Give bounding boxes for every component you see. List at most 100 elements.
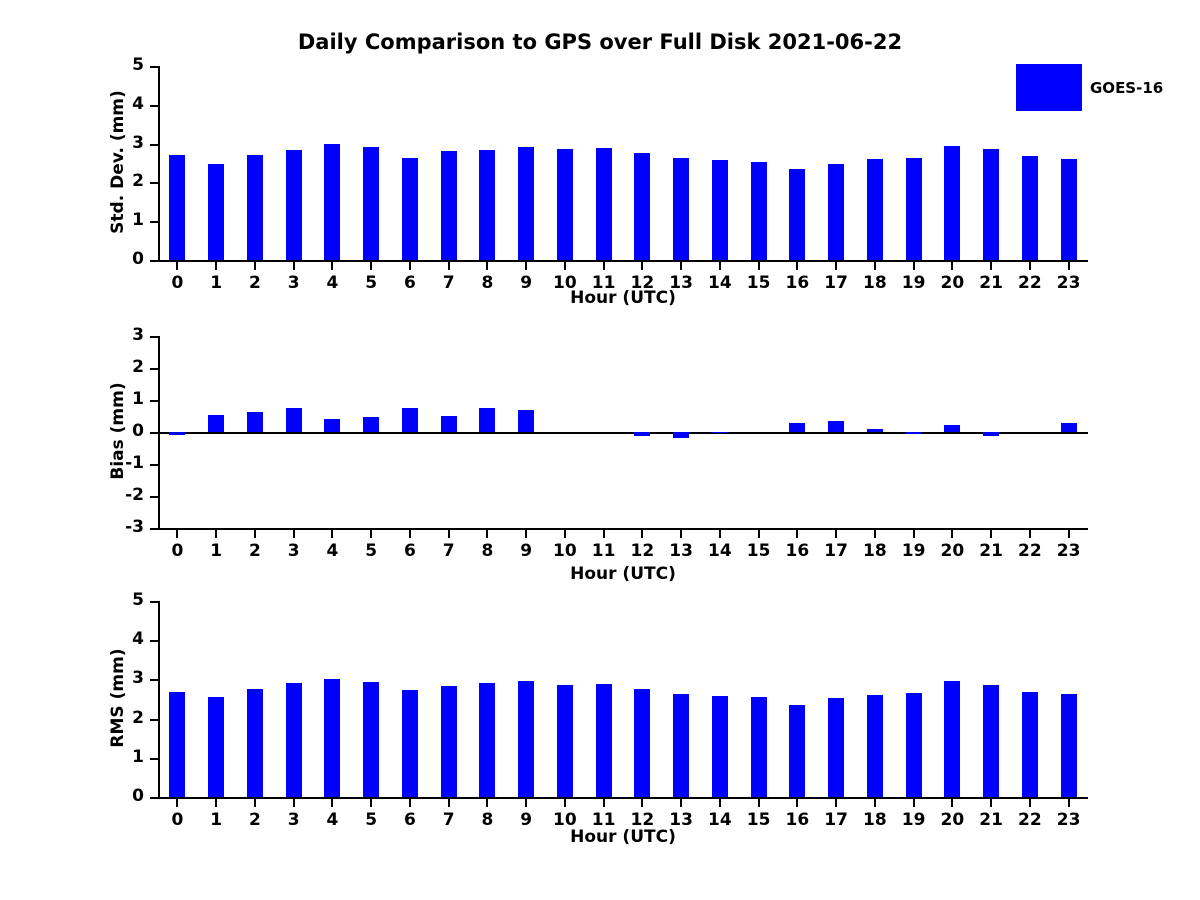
x-tick-bias-13 [680, 530, 683, 538]
x-axis-label-std-dev: Hour (UTC) [570, 288, 676, 308]
x-tick-std-dev-19 [912, 262, 915, 270]
bar [944, 145, 961, 260]
x-tick-bias-4 [331, 530, 334, 538]
x-tick-std-dev-13 [680, 262, 683, 270]
x-tick-label-std-dev-19: 19 [901, 273, 926, 293]
x-tick-std-dev-7 [447, 262, 450, 270]
x-tick-std-dev-8 [486, 262, 489, 270]
y-tick-rms-5 [150, 601, 159, 603]
x-tick-label-bias-8: 8 [481, 541, 494, 561]
x-axis-line [158, 528, 1088, 530]
bar [401, 157, 418, 260]
bar [983, 432, 1000, 437]
x-tick-rms-11 [602, 799, 605, 807]
bar [711, 696, 728, 797]
x-tick-bias-21 [990, 530, 993, 538]
x-tick-std-dev-10 [563, 262, 566, 270]
x-tick-bias-9 [525, 530, 528, 538]
bar [518, 147, 535, 260]
y-tick-rms-1 [150, 757, 159, 760]
x-tick-label-bias-17: 17 [824, 541, 848, 561]
y-tick-std-dev-3 [150, 143, 159, 146]
x-tick-rms-8 [486, 799, 489, 807]
y-tick-rms-3 [150, 679, 159, 682]
x-tick-label-rms-14: 14 [708, 810, 732, 830]
x-tick-label-std-dev-20: 20 [940, 273, 965, 293]
x-tick-std-dev-12 [641, 262, 644, 270]
bar [944, 424, 961, 432]
bar [866, 158, 883, 260]
x-tick-rms-18 [873, 799, 876, 807]
x-tick-bias-7 [447, 530, 450, 538]
x-tick-label-bias-13: 13 [669, 541, 693, 561]
y-tick-label-bias-0: 0 [132, 421, 144, 441]
x-tick-label-rms-23: 23 [1056, 810, 1081, 830]
x-tick-std-dev-22 [1028, 262, 1031, 270]
bar [208, 697, 225, 797]
x-tick-bias-3 [292, 530, 295, 538]
bar [983, 149, 1000, 260]
x-tick-label-rms-20: 20 [940, 810, 965, 830]
x-tick-label-rms-18: 18 [863, 810, 887, 830]
bar [750, 161, 767, 260]
x-tick-bias-14 [718, 530, 721, 538]
y-tick-label-rms-5: 5 [132, 590, 144, 610]
bar [711, 159, 728, 260]
x-tick-bias-19 [912, 530, 915, 538]
y-tick-bias-1 [150, 400, 159, 402]
x-tick-label-rms-21: 21 [979, 810, 1003, 830]
x-tick-label-std-dev-15: 15 [746, 273, 771, 293]
bar [905, 432, 922, 434]
y-tick-label-bias--1: -1 [125, 453, 144, 473]
bar [363, 147, 380, 260]
x-tick-bias-15 [757, 530, 760, 538]
x-tick-label-std-dev-13: 13 [669, 273, 693, 293]
x-tick-label-bias-23: 23 [1056, 541, 1081, 561]
y-tick-bias-3 [150, 336, 159, 338]
x-tick-bias-20 [951, 530, 954, 538]
y-tick-std-dev-4 [150, 104, 159, 107]
x-tick-rms-20 [951, 799, 954, 807]
x-tick-std-dev-23 [1067, 262, 1070, 270]
x-tick-rms-13 [680, 799, 683, 807]
bar [944, 680, 961, 797]
x-tick-label-bias-11: 11 [591, 541, 616, 561]
bar [866, 695, 883, 797]
x-tick-bias-23 [1067, 530, 1070, 538]
x-tick-bias-0 [176, 530, 179, 538]
y-tick-std-dev-1 [150, 221, 159, 224]
bar [983, 684, 1000, 797]
bar [634, 153, 651, 260]
x-tick-rms-6 [408, 799, 411, 807]
bar [440, 416, 457, 432]
x-tick-label-std-dev-2: 2 [248, 273, 261, 293]
x-tick-bias-12 [641, 530, 644, 538]
bar [401, 690, 418, 797]
x-tick-label-bias-20: 20 [940, 541, 965, 561]
x-tick-rms-2 [253, 799, 256, 807]
x-tick-bias-6 [408, 530, 411, 538]
y-tick-label-bias-2: 2 [132, 357, 144, 377]
x-tick-label-bias-12: 12 [630, 541, 655, 561]
x-tick-label-bias-7: 7 [442, 541, 455, 561]
bar [828, 420, 845, 432]
x-tick-rms-0 [176, 799, 179, 807]
legend-swatch-goes-16 [1016, 64, 1082, 111]
bar [595, 684, 612, 797]
x-tick-label-std-dev-10: 10 [553, 273, 577, 293]
x-tick-label-std-dev-0: 0 [171, 273, 184, 293]
bar [169, 155, 186, 260]
x-tick-label-std-dev-12: 12 [630, 273, 655, 293]
x-tick-label-bias-19: 19 [901, 541, 926, 561]
x-tick-label-std-dev-1: 1 [210, 273, 223, 293]
x-tick-rms-16 [796, 799, 799, 807]
x-tick-rms-15 [757, 799, 760, 807]
x-tick-bias-11 [602, 530, 605, 538]
x-tick-label-std-dev-4: 4 [326, 273, 339, 293]
x-tick-label-bias-21: 21 [979, 541, 1003, 561]
y-tick-label-rms-1: 1 [132, 746, 144, 767]
bar [440, 686, 457, 797]
x-tick-label-bias-9: 9 [520, 541, 533, 561]
x-tick-std-dev-17 [835, 262, 838, 270]
y-tick-std-dev-2 [150, 182, 159, 185]
